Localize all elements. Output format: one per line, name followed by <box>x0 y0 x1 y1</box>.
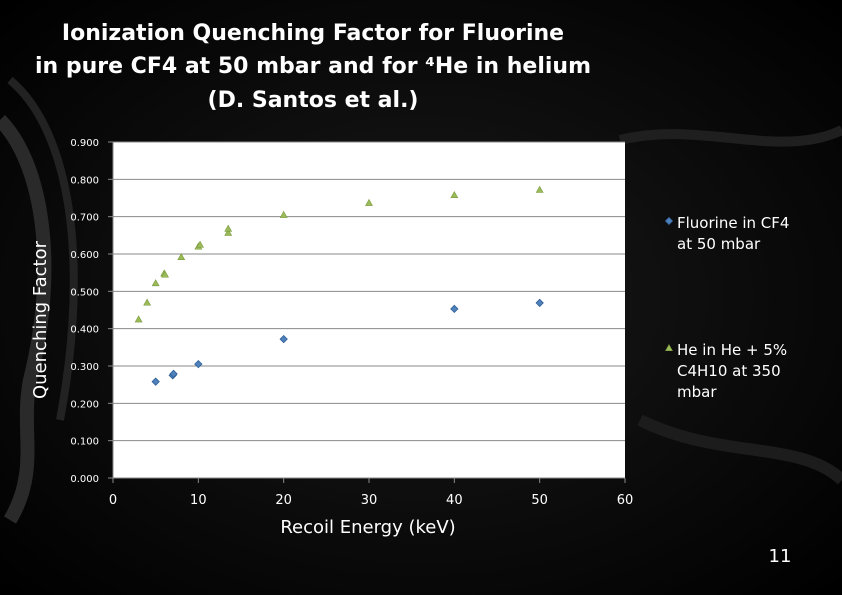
y-tick-label: 0.100 <box>70 437 99 448</box>
x-axis-ticks: 0 10 20 30 40 50 60 <box>109 478 633 508</box>
legend-label: He in He + 5% <box>677 341 787 359</box>
y-axis-label: Quenching Factor <box>30 240 51 399</box>
y-tick-label: 0.700 <box>70 213 99 224</box>
data-point <box>194 359 203 369</box>
legend-marker <box>664 216 674 226</box>
chart-title: Ionization Quenching Factor for Fluorine… <box>35 21 591 113</box>
data-point <box>196 240 204 248</box>
x-tick-label: 10 <box>190 493 207 508</box>
legend-marker <box>665 343 673 352</box>
x-axis-label: Recoil Energy (keV) <box>280 517 455 538</box>
legend-label: Fluorine in CF4 <box>677 214 789 232</box>
data-point <box>279 210 288 218</box>
title-line-1: Ionization Quenching Factor for Fluorine <box>62 21 564 46</box>
legend-entry: He in He + 5% C4H10 at 350 mbar <box>665 341 787 401</box>
y-tick-label: 0.000 <box>70 474 99 485</box>
data-point <box>450 304 459 314</box>
data-point <box>224 224 233 232</box>
y-tick-label: 0.600 <box>70 250 99 261</box>
x-tick-label: 0 <box>109 493 117 508</box>
y-tick-label: 0.900 <box>70 138 99 149</box>
data-point <box>143 298 152 306</box>
data-point <box>365 198 373 206</box>
x-tick-label: 60 <box>617 493 634 508</box>
y-tick-label: 0.300 <box>70 362 99 373</box>
title-line-3: (D. Santos et al.) <box>208 88 419 113</box>
data-point <box>161 270 169 278</box>
data-point <box>224 228 233 236</box>
plot-area <box>113 142 625 478</box>
legend-label: C4H10 at 350 <box>677 362 781 380</box>
y-tick-label: 0.200 <box>70 399 99 410</box>
data-point <box>177 252 186 261</box>
legend: Fluorine in CF4 at 50 mbar He in He + 5% C4… <box>664 214 789 401</box>
x-tick-label: 20 <box>275 493 292 508</box>
slide-number: 11 <box>768 546 792 567</box>
data-point <box>450 190 459 199</box>
data-point <box>535 185 544 193</box>
legend-label: mbar <box>677 383 717 401</box>
title-line-2: in pure CF4 at 50 mbar and for ⁴He in he… <box>35 54 591 79</box>
data-point <box>134 315 143 323</box>
data-point <box>279 334 288 344</box>
data-point <box>535 298 544 308</box>
y-tick-label: 0.400 <box>70 325 99 336</box>
y-tick-label: 0.500 <box>70 287 99 298</box>
x-tick-label: 40 <box>446 493 463 508</box>
data-point <box>151 279 160 287</box>
data-point <box>151 377 160 386</box>
x-tick-label: 50 <box>531 493 548 508</box>
y-axis-ticks: 0.000 0.100 0.200 0.300 0.400 0.500 0.600 0.700… <box>70 138 113 485</box>
y-tick-label: 0.800 <box>70 175 99 186</box>
legend-label: at 50 mbar <box>677 235 761 253</box>
x-tick-label: 30 <box>361 493 378 508</box>
data-points <box>134 185 544 386</box>
data-point <box>169 369 178 379</box>
legend-entry: Fluorine in CF4 at 50 mbar <box>664 214 789 253</box>
